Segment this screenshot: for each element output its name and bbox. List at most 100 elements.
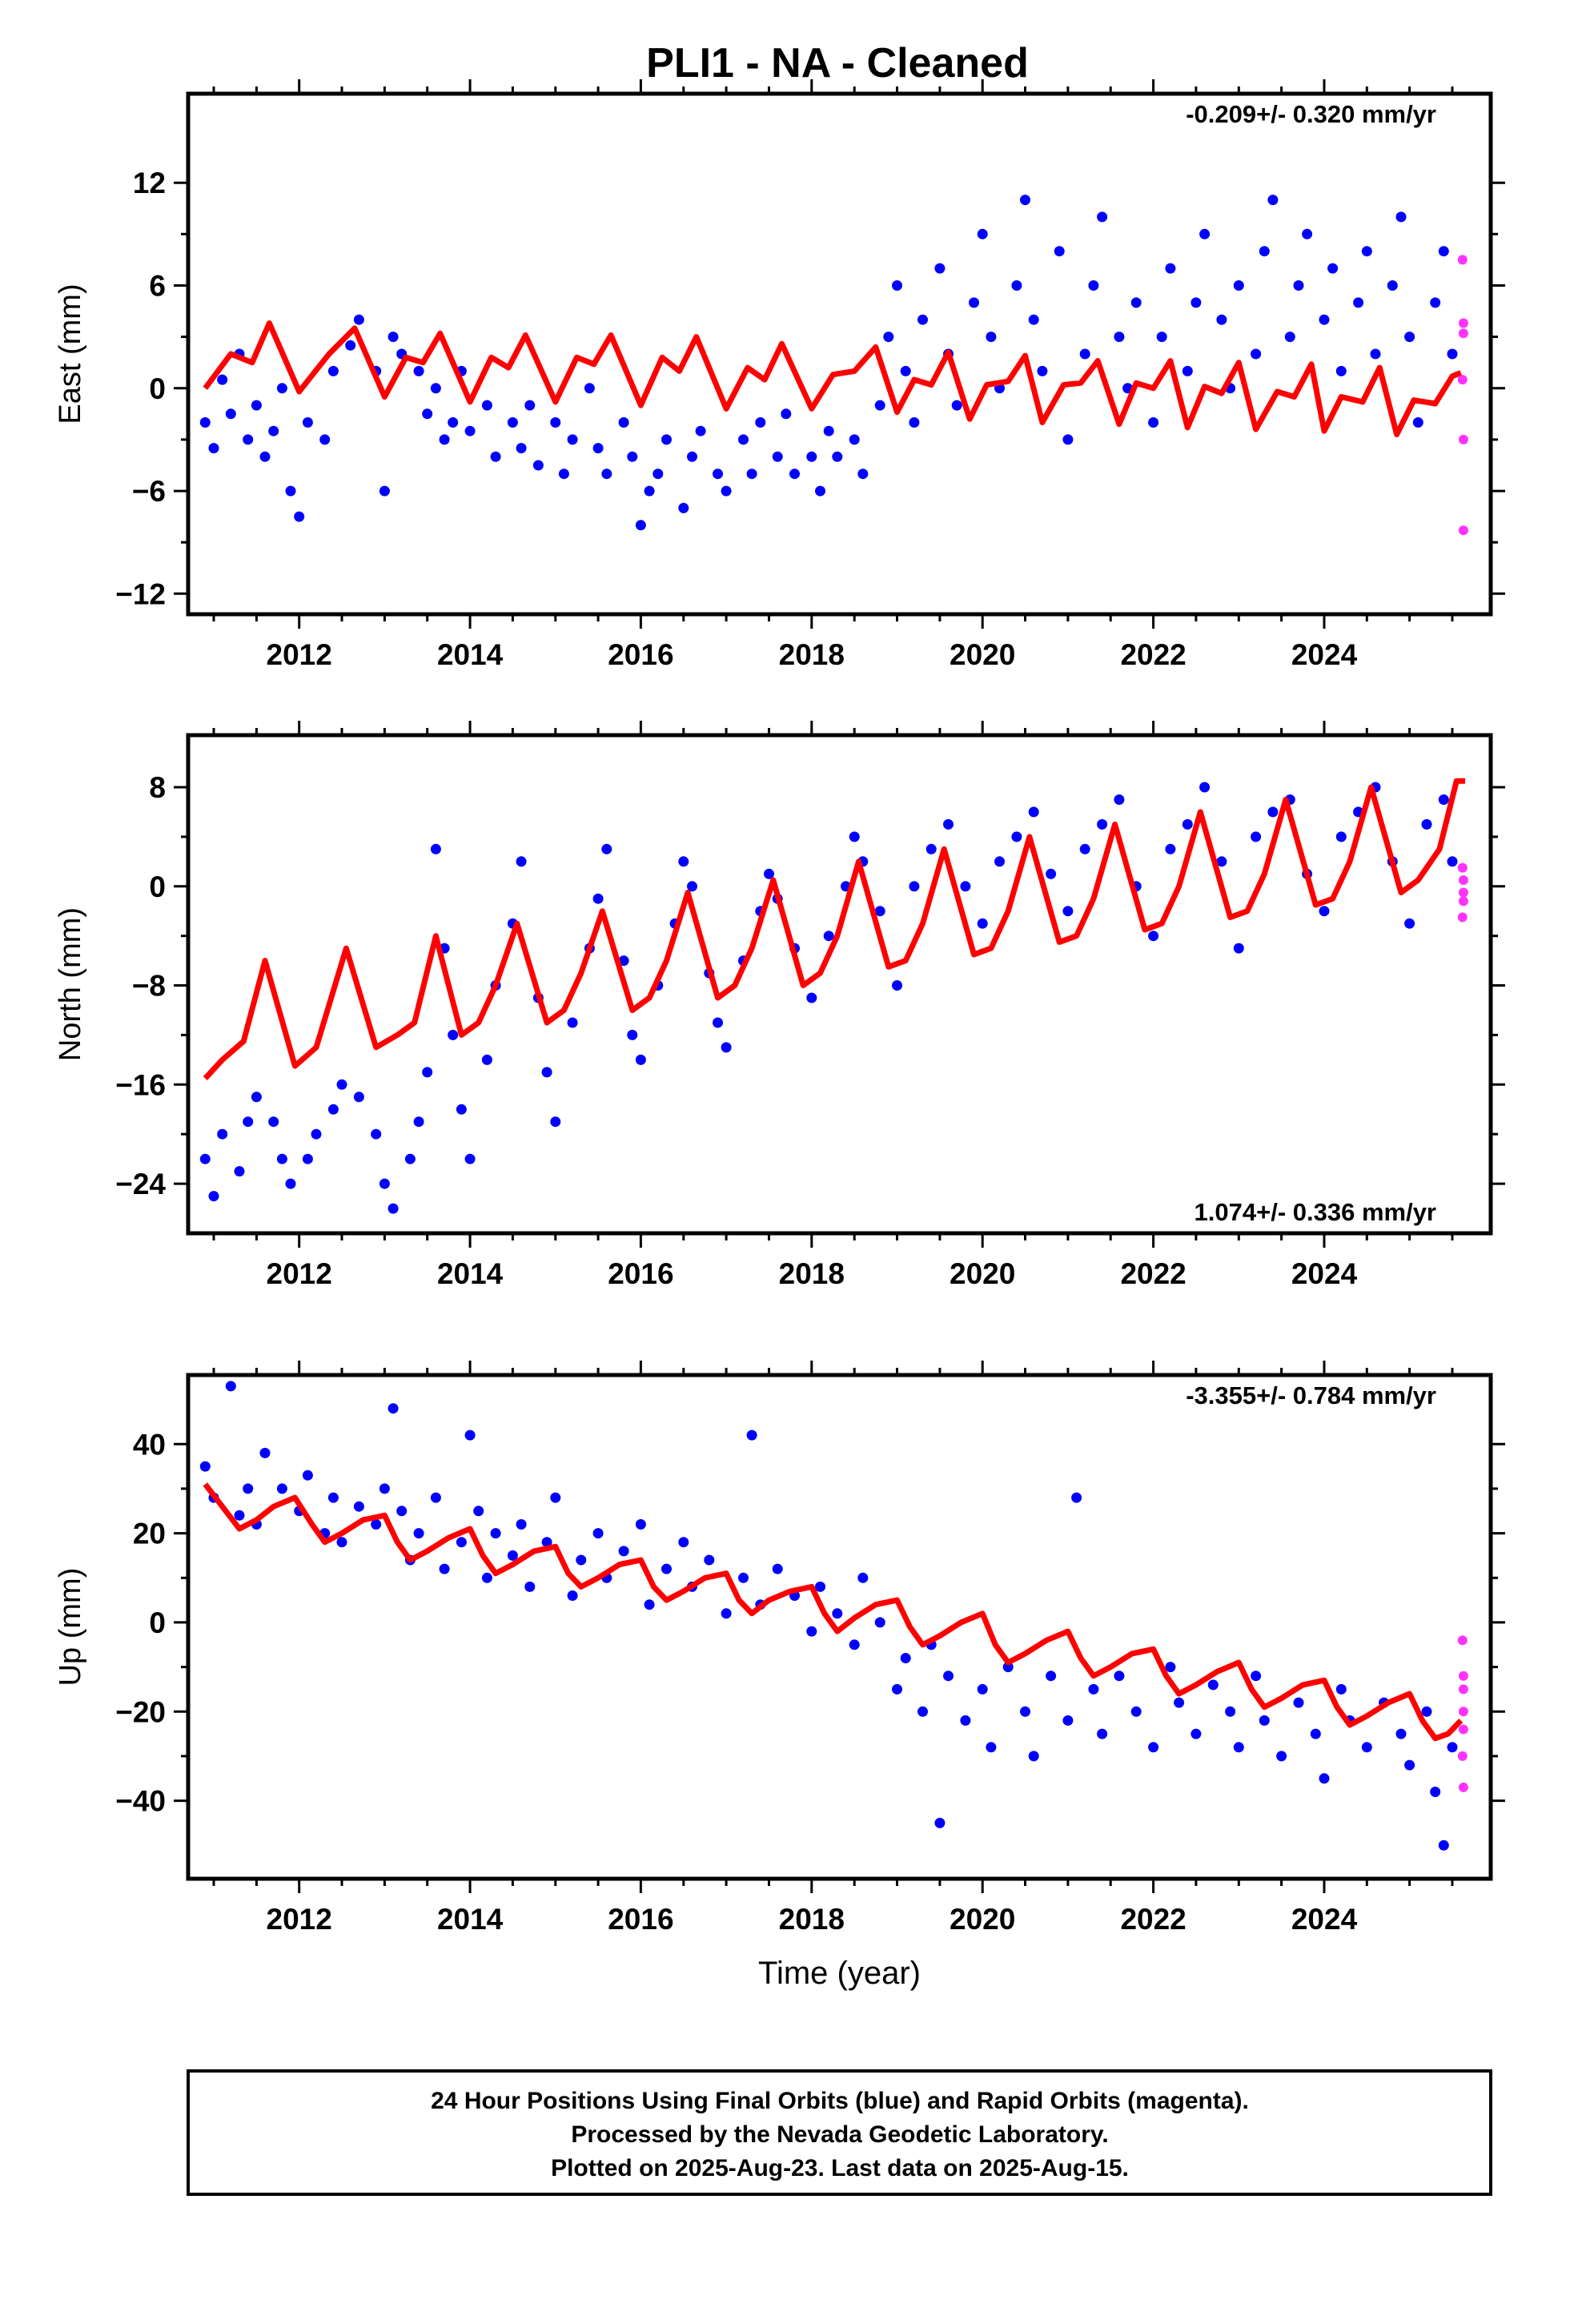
east-final-point: [550, 417, 561, 428]
north-final-point: [1182, 818, 1193, 830]
up-final-point: [1251, 1671, 1262, 1682]
up-rapid-point: [1457, 1751, 1468, 1761]
east-final-point: [1028, 314, 1039, 325]
north-final-point: [823, 931, 834, 942]
east-final-point: [285, 485, 296, 497]
east-final-point: [815, 485, 825, 497]
up-final-point: [1130, 1706, 1142, 1717]
up-final-point: [892, 1683, 902, 1695]
north-final-point: [849, 831, 860, 842]
east-final-point: [1011, 280, 1022, 291]
up-final-point: [225, 1381, 236, 1392]
east-final-point: [644, 485, 655, 497]
up-final-point: [490, 1528, 501, 1539]
north-final-point: [874, 906, 885, 917]
east-x-tick-label: 2024: [1291, 638, 1358, 671]
up-final-point: [644, 1599, 655, 1610]
up-final-point: [234, 1510, 245, 1521]
up-rapid-point: [1457, 1635, 1468, 1646]
east-final-point: [1430, 297, 1441, 308]
up-x-tick-label: 2012: [267, 1903, 332, 1936]
east-model-curve: [203, 320, 1463, 437]
north-final-point: [977, 918, 988, 929]
north-y-tick-label: −8: [132, 970, 166, 1003]
east-x-tick-label: 2012: [267, 638, 332, 671]
east-final-point: [251, 400, 262, 411]
north-final-point: [678, 856, 689, 867]
up-final-point: [1361, 1742, 1372, 1753]
east-final-point: [302, 417, 313, 428]
east-final-point: [1165, 263, 1176, 274]
up-final-point: [943, 1671, 954, 1682]
figure-title: PLI1 - NA - Cleaned: [646, 40, 1029, 86]
east-final-point: [986, 332, 997, 343]
east-final-point: [1284, 332, 1295, 343]
up-final-point: [1259, 1715, 1270, 1726]
north-y-tick-label: −24: [115, 1168, 166, 1200]
east-final-point: [532, 460, 544, 471]
east-y-tick-label: 6: [149, 270, 166, 303]
up-final-point: [815, 1581, 825, 1592]
east-final-point: [1216, 314, 1227, 325]
east-rapid-point: [1457, 255, 1468, 265]
north-final-point: [302, 1153, 313, 1164]
up-final-point: [413, 1528, 424, 1539]
east-final-point: [1353, 297, 1364, 308]
east-x-tick-label: 2018: [779, 638, 845, 671]
north-final-point: [541, 1067, 552, 1078]
east-y-tick-label: 0: [149, 372, 166, 405]
north-x-tick-label: 2016: [608, 1257, 673, 1290]
north-final-point: [1319, 906, 1330, 917]
up-model-curve: [203, 1482, 1464, 1742]
east-x-tick-label: 2014: [437, 638, 504, 671]
up-y-tick-label: 20: [133, 1518, 166, 1550]
up-final-point: [473, 1506, 484, 1517]
north-x-tick-label: 2024: [1291, 1257, 1358, 1290]
east-final-point: [1020, 195, 1030, 206]
up-y-tick-label: −20: [115, 1695, 166, 1728]
up-final-point: [678, 1537, 689, 1548]
east-final-point: [1361, 246, 1372, 257]
north-rapid-point: [1457, 912, 1468, 923]
up-rapid-point: [1458, 1671, 1468, 1681]
east-final-point: [567, 434, 578, 445]
east-final-point: [516, 443, 527, 454]
north-final-point: [371, 1128, 382, 1140]
up-final-point: [1002, 1662, 1014, 1673]
east-final-point: [652, 468, 664, 480]
up-x-tick-label: 2014: [437, 1903, 504, 1936]
east-rapid-point: [1457, 375, 1468, 385]
east-final-point: [430, 383, 441, 394]
north-final-point: [208, 1191, 219, 1202]
up-final-point: [353, 1501, 364, 1512]
up-final-point: [1395, 1728, 1407, 1739]
up-final-point: [1191, 1728, 1202, 1739]
north-final-point: [1114, 794, 1125, 805]
north-frame: [186, 733, 1493, 1236]
north-final-point: [430, 843, 441, 854]
east-final-point: [387, 332, 399, 343]
east-final-point: [225, 408, 236, 420]
east-final-point: [1182, 365, 1193, 376]
up-final-point: [464, 1429, 476, 1441]
north-final-point: [1447, 856, 1458, 867]
east-final-point: [738, 434, 749, 445]
east-final-point: [1088, 280, 1099, 291]
east-final-point: [439, 434, 450, 445]
north-final-point: [1251, 831, 1262, 842]
east-final-point: [909, 417, 920, 428]
north-model-curve: [203, 778, 1465, 1080]
up-final-point: [746, 1429, 757, 1441]
north-rapid-point: [1458, 896, 1468, 907]
north-final-orbit-points: [199, 782, 1458, 1214]
east-final-point: [900, 365, 911, 376]
north-final-point: [404, 1153, 416, 1164]
up-final-point: [738, 1572, 749, 1583]
up-final-point: [1114, 1671, 1125, 1682]
east-final-point: [1438, 246, 1449, 257]
up-final-point: [199, 1461, 211, 1472]
up-final-point: [524, 1581, 536, 1592]
x-axis-label: Time (year): [758, 1956, 921, 1991]
east-final-orbit-points: [199, 195, 1458, 531]
